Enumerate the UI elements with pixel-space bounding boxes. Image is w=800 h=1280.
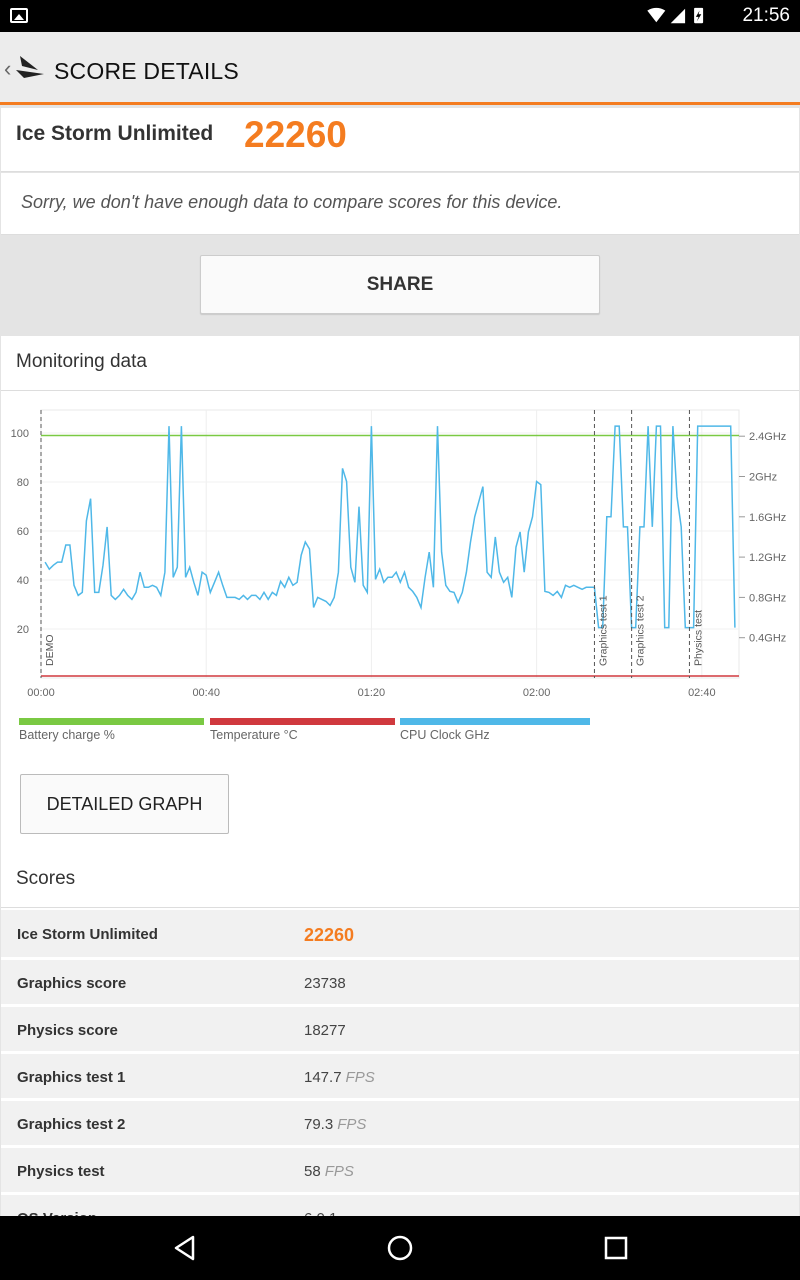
y-left-tick-label: 20: [17, 624, 29, 636]
phase-marker-label: Physics test: [692, 610, 704, 666]
x-tick-label: 02:40: [688, 687, 716, 699]
scores-table: Ice Storm Unlimited 22260 Graphics score 23…: [1, 910, 799, 1227]
score-value-number: 147.7: [304, 1069, 342, 1086]
score-value-number: 18277: [304, 1022, 346, 1039]
score-value: 22260: [304, 925, 354, 946]
y-right-tick-label: 2.4GHz: [749, 431, 786, 443]
overall-score-card: Ice Storm Unlimited 22260: [1, 108, 799, 172]
score-label: Ice Storm Unlimited: [17, 926, 158, 943]
phase-marker-label: Graphics test 2: [635, 595, 647, 666]
x-tick-label: 00:40: [192, 687, 220, 699]
app-bar: ‹ SCORE DETAILS: [0, 32, 800, 105]
x-tick-label: 00:00: [27, 687, 55, 699]
score-value: 147.7 FPS: [304, 1069, 375, 1086]
y-right-tick-label: 1.6GHz: [749, 512, 786, 524]
score-row: Physics score 18277: [1, 1007, 799, 1054]
wifi-icon: [647, 7, 666, 23]
y-left-tick-label: 100: [11, 428, 29, 440]
3dmark-logo-icon[interactable]: [14, 52, 46, 80]
compare-message: Sorry, we don't have enough data to comp…: [21, 192, 563, 212]
legend-cpu: CPU Clock GHz: [400, 718, 590, 742]
legend-swatch-temperature: [210, 718, 395, 725]
y-right-tick-label: 0.8GHz: [749, 592, 786, 604]
monitoring-chart: 00:00 00:40 01:20 02:00 02:40 100 80 60 40 20 2.4G…: [11, 409, 786, 699]
phase-marker-label: Graphics test 1: [597, 595, 609, 666]
recents-nav-icon: [604, 1236, 628, 1260]
detailed-graph-button[interactable]: DETAILED GRAPH: [20, 774, 229, 834]
share-button[interactable]: SHARE: [200, 255, 600, 314]
navigation-bar: [0, 1216, 800, 1280]
score-value: 18277: [304, 1022, 346, 1039]
legend-label-battery: Battery charge %: [19, 728, 115, 742]
score-unit: FPS: [324, 1163, 354, 1180]
score-value-number: 79.3: [304, 1116, 334, 1133]
score-value-number: 58: [304, 1163, 321, 1180]
y-left-tick-label: 60: [17, 526, 29, 538]
cpu-series-line: [44, 425, 736, 629]
page-title: SCORE DETAILS: [54, 58, 239, 84]
score-unit: FPS: [337, 1116, 367, 1133]
legend-temperature: Temperature °C: [210, 718, 395, 742]
y-left-tick-label: 80: [17, 477, 29, 489]
monitoring-card: Monitoring data 00:00 00:40 01:20 02:00 02:4…: [1, 336, 799, 1227]
overall-score: 22260: [244, 114, 347, 155]
status-icons: [647, 7, 704, 24]
legend-swatch-cpu: [400, 718, 590, 725]
phase-marker-label: DEMO: [44, 635, 56, 667]
legend-label-temperature: Temperature °C: [210, 728, 298, 742]
score-value: 79.3 FPS: [304, 1116, 366, 1133]
score-label: Graphics test 2: [17, 1116, 126, 1133]
legend-battery: Battery charge %: [19, 718, 204, 742]
status-bar: 21:56: [0, 0, 800, 32]
score-value: 58 FPS: [304, 1163, 354, 1180]
x-tick-label: 01:20: [358, 687, 386, 699]
home-nav-icon: [387, 1235, 413, 1261]
gallery-notification-icon: [10, 8, 28, 23]
y-right-tick-label: 1.2GHz: [749, 552, 786, 564]
score-row: Ice Storm Unlimited 22260: [1, 910, 799, 960]
score-row: Graphics test 1 147.7 FPS: [1, 1054, 799, 1101]
y-left-tick-label: 40: [17, 575, 29, 587]
clock: 21:56: [742, 5, 790, 26]
score-label: Physics score: [17, 1022, 118, 1039]
score-value-number: 22260: [304, 925, 355, 945]
score-label: Graphics score: [17, 975, 127, 992]
score-label: Physics test: [17, 1163, 105, 1180]
y-right-tick-label: 2GHz: [749, 472, 777, 484]
x-tick-label: 02:00: [523, 687, 551, 699]
score-row: Graphics test 2 79.3 FPS: [1, 1101, 799, 1148]
score-value: 23738: [304, 975, 346, 992]
back-chevron-icon[interactable]: ‹: [4, 56, 12, 81]
scores-title: Scores: [16, 868, 76, 889]
score-value-number: 23738: [304, 975, 346, 992]
y-right-tick-label: 0.4GHz: [749, 633, 786, 645]
divider: [1, 390, 799, 391]
back-nav-icon: [174, 1235, 195, 1261]
compare-card: Sorry, we don't have enough data to comp…: [1, 173, 799, 235]
legend-swatch-battery: [19, 718, 204, 725]
score-row: Physics test 58 FPS: [1, 1148, 799, 1195]
monitoring-title: Monitoring data: [16, 351, 147, 372]
score-unit: FPS: [345, 1069, 375, 1086]
score-label: Graphics test 1: [17, 1069, 126, 1086]
signal-icon: [670, 8, 686, 24]
legend-label-cpu: CPU Clock GHz: [400, 728, 490, 742]
score-row: Graphics score 23738: [1, 960, 799, 1007]
benchmark-name: Ice Storm Unlimited: [16, 122, 214, 145]
divider: [1, 907, 799, 908]
